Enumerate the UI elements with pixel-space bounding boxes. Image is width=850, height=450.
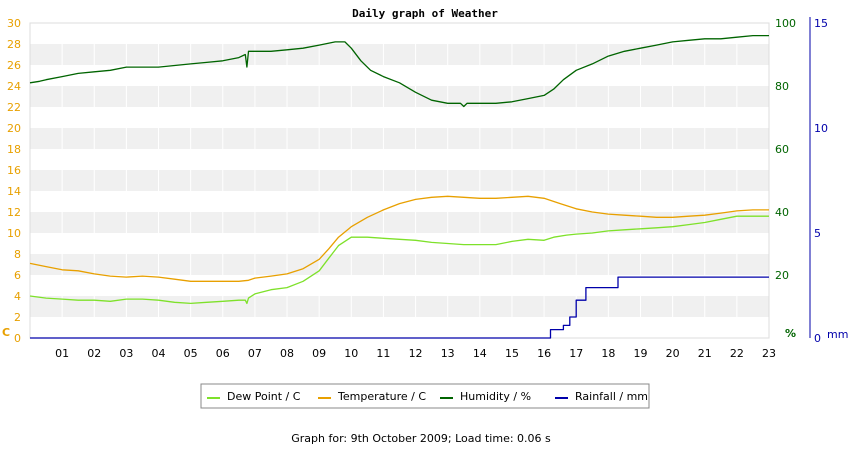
time-tick-label: 19 <box>633 347 647 360</box>
left-tick-label: 26 <box>7 59 21 72</box>
left-tick-label: 4 <box>14 290 21 303</box>
time-axis: 01 02 03 04 05 06 07 08 09 10 11 12 13 14 15 16 17 18 19 20… <box>55 347 776 360</box>
time-tick-label: 10 <box>344 347 358 360</box>
humidity-axis-unit: % <box>785 327 796 340</box>
grid-band <box>30 212 769 233</box>
series-line-2 <box>29 34 769 108</box>
rainfall-tick-label: 5 <box>814 227 821 240</box>
time-tick-label: 11 <box>376 347 390 360</box>
humidity-tick-label: 60 <box>775 143 789 156</box>
time-tick-label: 01 <box>55 347 69 360</box>
footer-text: Graph for: 9th October 2009; Load time: … <box>291 432 551 445</box>
time-tick-label: 13 <box>441 347 455 360</box>
time-tick-label: 12 <box>409 347 423 360</box>
chart-title: Daily graph of Weather <box>352 7 498 20</box>
rainfall-axis: 0 5 10 15 mm <box>814 17 848 345</box>
left-tick-label: 28 <box>7 38 21 51</box>
time-tick-label: 05 <box>184 347 198 360</box>
time-tick-label: 16 <box>537 347 551 360</box>
grid-band <box>30 86 769 107</box>
left-tick-label: 18 <box>7 143 21 156</box>
grid-band <box>30 128 769 149</box>
legend-label-1: Temperature / C <box>337 390 426 403</box>
time-tick-label: 06 <box>216 347 230 360</box>
rainfall-tick-label: 10 <box>814 122 828 135</box>
legend-label-2: Humidity / % <box>460 390 531 403</box>
time-tick-label: 04 <box>152 347 166 360</box>
time-tick-label: 23 <box>762 347 776 360</box>
time-tick-label: 07 <box>248 347 262 360</box>
grid-band <box>30 254 769 275</box>
left-tick-label: 22 <box>7 101 21 114</box>
grid-band <box>30 170 769 191</box>
series-line-0 <box>29 215 769 305</box>
humidity-tick-label: 80 <box>775 80 789 93</box>
rainfall-tick-label: 15 <box>814 17 828 30</box>
time-tick-label: 18 <box>601 347 615 360</box>
time-tick-label: 22 <box>730 347 744 360</box>
vertical-gridlines <box>29 22 770 339</box>
rainfall-tick-label: 0 <box>814 332 821 345</box>
time-tick-label: 03 <box>119 347 133 360</box>
legend-box <box>200 383 650 409</box>
left-tick-label: 0 <box>14 332 21 345</box>
grid-band <box>30 44 769 65</box>
left-tick-label: 8 <box>14 248 21 261</box>
humidity-tick-label: 100 <box>775 17 796 30</box>
legend-label-0: Dew Point / C <box>227 390 301 403</box>
series-line-3 <box>30 276 769 339</box>
legend-label-3: Rainfall / mm <box>575 390 648 403</box>
left-axis-unit: C <box>2 326 10 339</box>
rainfall-axis-unit: mm <box>827 328 848 341</box>
left-tick-label: 14 <box>7 185 21 198</box>
time-tick-label: 08 <box>280 347 294 360</box>
series-lines <box>29 34 769 339</box>
left-tick-label: 2 <box>14 311 21 324</box>
humidity-tick-label: 40 <box>775 206 789 219</box>
grid-bands <box>30 44 769 317</box>
humidity-tick-label: 20 <box>775 269 789 282</box>
time-tick-label: 17 <box>569 347 583 360</box>
left-tick-label: 24 <box>7 80 21 93</box>
series-line-1 <box>29 195 769 282</box>
time-tick-label: 20 <box>666 347 680 360</box>
time-tick-label: 21 <box>698 347 712 360</box>
humidity-axis: 20 40 60 80 100% <box>775 17 796 340</box>
left-tick-label: 12 <box>7 206 21 219</box>
time-tick-label: 09 <box>312 347 326 360</box>
left-tick-label: 10 <box>7 227 21 240</box>
left-tick-label: 16 <box>7 164 21 177</box>
left-tick-label: 30 <box>7 17 21 30</box>
time-tick-label: 02 <box>87 347 101 360</box>
left-tick-label: 6 <box>14 269 21 282</box>
time-tick-label: 15 <box>505 347 519 360</box>
left-tick-label: 20 <box>7 122 21 135</box>
time-tick-label: 14 <box>473 347 487 360</box>
legend: Dew Point / C Temperature / C Humidity / %… <box>200 383 650 409</box>
